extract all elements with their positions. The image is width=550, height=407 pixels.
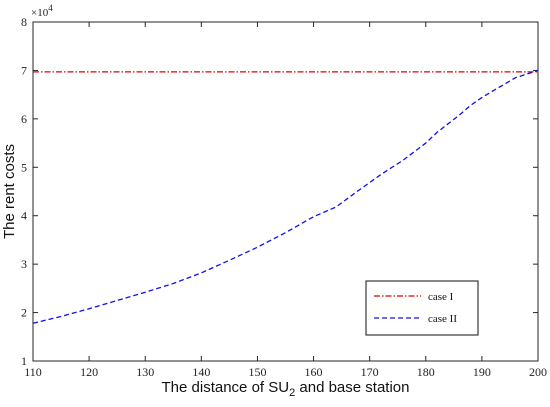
x-tick-label: 130 bbox=[136, 365, 154, 379]
x-tick-label: 150 bbox=[248, 365, 266, 379]
x-axis-label-main: The distance of SU bbox=[162, 379, 290, 396]
x-tick-label: 140 bbox=[192, 365, 210, 379]
x-tick-label: 160 bbox=[305, 365, 323, 379]
y-tick-label: 7 bbox=[21, 63, 27, 77]
y-axis-ticks: 1 2 3 4 5 6 7 8 bbox=[21, 15, 538, 368]
x-tick-label: 200 bbox=[529, 365, 547, 379]
x-axis-label-subscript: 2 bbox=[289, 387, 295, 399]
y-tick-label: 4 bbox=[21, 209, 27, 223]
x-tick-label: 190 bbox=[473, 365, 491, 379]
x-axis-label: The distance of SU2 and base station bbox=[162, 379, 410, 399]
y-multiplier-exp: 4 bbox=[48, 3, 53, 13]
y-tick-label: 8 bbox=[21, 15, 27, 29]
y-tick-label: 1 bbox=[21, 354, 27, 368]
x-tick-label: 110 bbox=[24, 365, 42, 379]
y-tick-label: 5 bbox=[21, 160, 27, 174]
y-tick-label: 3 bbox=[21, 257, 27, 271]
x-tick-label: 180 bbox=[417, 365, 435, 379]
y-multiplier-base: ×10 bbox=[31, 7, 49, 19]
y-tick-label: 6 bbox=[21, 112, 27, 126]
x-tick-label: 120 bbox=[80, 365, 98, 379]
series-layer bbox=[32, 69, 539, 324]
x-axis-ticks: 110 120 130 140 150 160 170 180 190 200 bbox=[24, 22, 547, 379]
y-axis-multiplier: ×104 bbox=[31, 3, 53, 19]
y-tick-label: 2 bbox=[21, 306, 27, 320]
legend-label-2: case II bbox=[428, 313, 457, 325]
x-axis-label-tail: and base station bbox=[295, 379, 409, 396]
legend-label-1: case I bbox=[428, 291, 454, 303]
legend: case I case II bbox=[365, 280, 479, 336]
series-line-2 bbox=[32, 69, 539, 324]
x-tick-label: 170 bbox=[361, 365, 379, 379]
y-axis-label: The rent costs bbox=[1, 144, 18, 239]
